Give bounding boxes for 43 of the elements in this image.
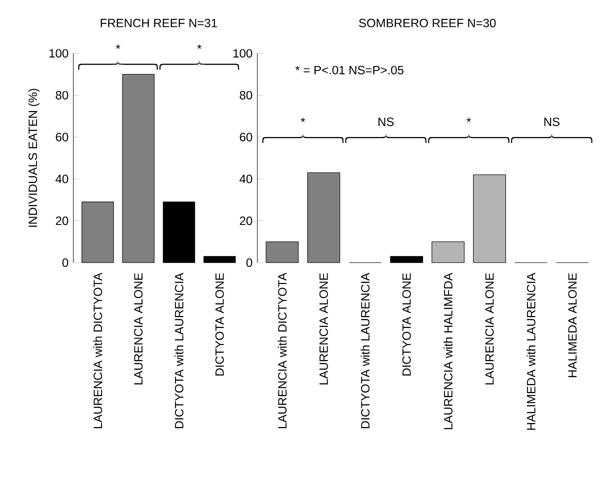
annotation: * = P<.01 NS=P>.05: [295, 66, 404, 74]
y-tick-label: 40: [240, 174, 252, 184]
annotation: *: [466, 118, 471, 122]
bar: [122, 74, 154, 263]
y-tick-label: 20: [240, 216, 252, 226]
bar: [82, 202, 114, 263]
y-tick-label: 100: [234, 49, 252, 58]
x-tick-label: DICTYOTA with LAURENCIA: [360, 272, 370, 428]
y-tick-label: 80: [56, 90, 68, 100]
chart-title: FRENCH REEF N=31: [100, 18, 217, 28]
x-tick-label: DICTYOTA ALONE: [215, 273, 224, 376]
y-tick-label: 40: [56, 174, 68, 184]
bar: [307, 172, 340, 263]
x-tick-label: LAURENCIA ALONE: [319, 273, 328, 384]
y-tick-label: 20: [56, 216, 68, 226]
annotation: *: [300, 118, 306, 122]
bar: [473, 174, 506, 263]
bar: [432, 241, 465, 263]
annotation: NS: [544, 118, 560, 126]
x-tick-label: LAURENCIA ALONE: [485, 273, 494, 384]
x-tick-label: HALIMEDA with LAURENCIA: [526, 272, 536, 430]
text: *: [116, 44, 120, 49]
x-tick-label: LAURENCIA with HALIMFDA: [444, 272, 452, 430]
x-tick-label: LAURENCIA with DICTYOTA: [93, 272, 102, 428]
x-tick-label: LAURENCIA ALONE: [134, 273, 143, 384]
y-tick-label: 60: [56, 132, 68, 142]
bar: [266, 241, 299, 263]
chart-title: SOMBRERO REEF N=30: [359, 18, 496, 28]
y-tick-label: 60: [240, 132, 252, 142]
x-tick-label: HALIMEDA ALONE: [568, 273, 577, 378]
y-tick-label: 0: [246, 258, 252, 267]
bar: [162, 202, 196, 263]
bar: [390, 256, 424, 263]
bar: [204, 256, 236, 263]
y-tick-label: 0: [62, 258, 68, 267]
x-tick-label: DICTYOTA with LAURENCIA: [174, 272, 184, 428]
y-axis-title: INDIVIDUALS EATEN (%): [28, 88, 40, 227]
annotation: NS: [378, 118, 394, 126]
y-tick-label: 80: [240, 90, 252, 100]
y-tick-label: 100: [50, 49, 68, 58]
text: *: [197, 44, 202, 49]
x-tick-label: DICTYOTA ALONE: [402, 273, 411, 376]
x-tick-label: LAURENCIA with DICTYOTA: [278, 272, 287, 428]
